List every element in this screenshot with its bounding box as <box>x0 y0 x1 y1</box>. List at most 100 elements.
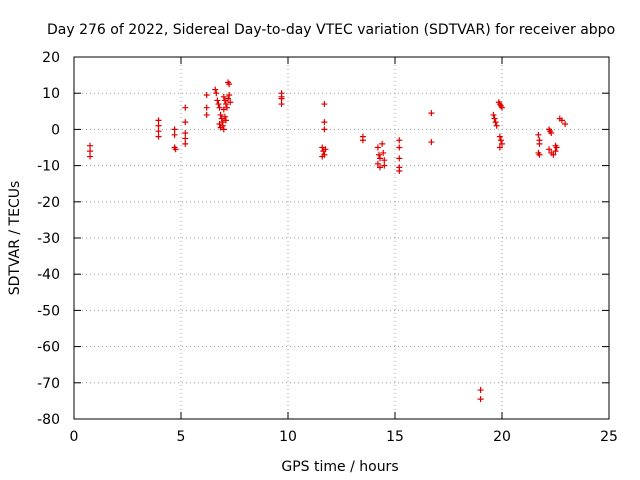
data-point <box>428 110 435 117</box>
data-point <box>396 137 403 144</box>
data-point <box>203 104 210 111</box>
y-axis-tick-labels: 20 10 0 -10 -20 -30 -40 -50 -60 -70 -80 <box>37 50 60 428</box>
y-tick-label: 0 <box>51 122 60 138</box>
x-tick-label: 5 <box>177 429 186 445</box>
data-point <box>155 128 162 135</box>
data-point <box>203 111 210 118</box>
data-point <box>536 151 543 158</box>
data-point <box>172 146 179 153</box>
data-point <box>215 101 222 108</box>
data-point <box>374 144 381 151</box>
data-point <box>224 104 231 111</box>
data-point <box>321 119 328 126</box>
data-point <box>227 99 234 106</box>
data-point <box>546 146 553 153</box>
data-point <box>87 148 94 155</box>
data-point <box>321 126 328 133</box>
data-point <box>499 104 505 111</box>
data-point <box>381 162 388 169</box>
data-point <box>374 160 381 167</box>
data-point <box>558 117 565 124</box>
y-tick-label: -50 <box>37 303 60 319</box>
data-point <box>216 120 223 127</box>
x-tick-label: 25 <box>600 429 618 445</box>
data-point <box>226 92 233 99</box>
data-point <box>221 113 228 120</box>
x-tick-label: 15 <box>386 429 404 445</box>
y-tick-label: -80 <box>37 412 60 428</box>
data-point <box>379 140 386 147</box>
data-point <box>218 115 225 122</box>
data-point <box>216 104 223 111</box>
data-point <box>226 81 233 88</box>
data-point <box>492 119 499 126</box>
y-tick-label: -70 <box>37 376 60 392</box>
y-tick-label: 10 <box>42 86 60 102</box>
y-tick-label: -10 <box>37 159 60 175</box>
data-point <box>171 126 178 133</box>
grid-lines <box>74 57 609 419</box>
axis-ticks <box>73 56 610 420</box>
data-point <box>222 101 229 108</box>
data-point <box>319 144 326 151</box>
y-tick-label: -60 <box>37 340 60 356</box>
data-point <box>171 131 178 138</box>
y-tick-label: -30 <box>37 231 60 247</box>
data-point <box>477 396 484 403</box>
data-point <box>491 115 498 122</box>
data-point <box>535 131 542 138</box>
x-axis-tick-labels: 0 5 10 15 20 25 <box>70 429 618 445</box>
data-point <box>499 140 505 147</box>
data-point <box>396 144 403 151</box>
data-point <box>220 106 227 113</box>
data-point <box>381 157 388 164</box>
data-point <box>321 101 328 108</box>
data-point <box>496 144 503 151</box>
data-point <box>219 122 226 129</box>
data-point <box>155 117 162 124</box>
data-point <box>182 104 189 111</box>
data-point <box>562 120 569 127</box>
data-point <box>278 101 285 108</box>
x-tick-label: 0 <box>70 429 79 445</box>
data-point <box>222 117 229 124</box>
data-point <box>182 140 189 147</box>
data-point <box>212 86 219 93</box>
data-point <box>375 151 382 158</box>
data-point <box>359 137 366 144</box>
data-point <box>377 155 384 162</box>
data-points <box>87 79 569 403</box>
data-point <box>278 95 285 102</box>
data-point <box>155 122 162 129</box>
data-point <box>220 126 227 133</box>
data-point <box>87 153 94 160</box>
data-point <box>380 149 387 156</box>
data-point <box>213 90 220 97</box>
data-point <box>214 97 221 104</box>
x-tick-label: 10 <box>279 429 297 445</box>
y-tick-label: 20 <box>42 50 60 66</box>
x-axis-label: GPS time / hours <box>281 459 398 475</box>
data-point <box>496 133 503 140</box>
y-tick-label: -20 <box>37 195 60 211</box>
data-point <box>548 130 555 137</box>
data-point <box>225 95 232 102</box>
data-point <box>550 151 557 158</box>
data-point <box>552 148 559 155</box>
data-point <box>87 142 94 149</box>
data-point <box>155 133 162 140</box>
y-axis-label: SDTVAR / TECUs <box>7 181 23 296</box>
data-point <box>497 137 504 144</box>
data-point <box>182 135 189 142</box>
data-point <box>490 111 497 118</box>
data-point <box>536 140 543 147</box>
data-point <box>182 119 189 126</box>
data-point <box>220 93 227 100</box>
x-tick-label: 20 <box>493 429 511 445</box>
data-point <box>396 168 403 175</box>
data-point <box>221 97 228 104</box>
data-point <box>319 153 326 160</box>
data-point <box>217 111 224 118</box>
data-point <box>182 130 189 137</box>
